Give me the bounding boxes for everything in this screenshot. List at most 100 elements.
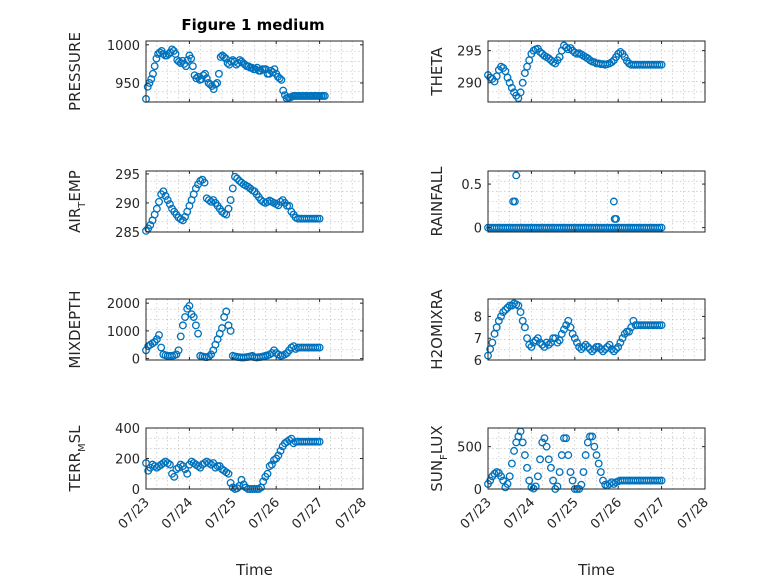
data-point [217,324,226,333]
data-point [259,477,268,486]
data-point [197,75,206,84]
data-point [518,316,527,325]
data-point [490,329,499,338]
data-point [191,184,200,193]
data-point [185,301,194,310]
data-point [520,451,529,460]
subplot-6: 6 7 8 H2OMIXRA [428,289,706,370]
data-point [499,308,508,317]
data-point [568,476,577,485]
x-tick-label: 07/28 [333,495,370,532]
data-point [265,462,274,471]
data-point [596,468,605,477]
data-point [525,476,534,485]
data-point [159,187,168,196]
data-point [510,197,519,206]
y-tick-label: 200 [115,453,140,468]
data-point [562,321,571,330]
data-point [605,340,614,349]
data-point [150,62,159,71]
data-point [566,468,575,477]
data-point [226,478,235,487]
data-point [544,340,553,349]
y-axis-label: RAINFALL [428,166,446,237]
grid-lines [146,41,363,102]
x-tick-label: 07/25 [545,495,582,532]
data-point [157,343,166,352]
data-points [142,301,324,362]
figure-title: Figure 1 medium [181,16,324,34]
data-point [224,204,233,213]
data-point [183,469,192,478]
data-point [194,329,203,338]
data-point [276,197,285,206]
data-point [544,54,553,63]
data-point [233,174,242,183]
data-point [209,85,218,93]
data-point [204,196,213,204]
y-tick-label: 290 [115,197,140,212]
data-point [599,476,607,485]
data-point [594,459,603,468]
data-point [507,83,516,92]
data-point [557,451,566,460]
data-point [189,313,198,321]
axes-frame [487,170,706,233]
y-axis-label: H2OMIXRA [428,289,446,370]
data-point [207,350,216,359]
data-point [494,316,503,325]
data-point [213,78,222,87]
data-points [142,45,329,103]
data-point [277,75,286,84]
data-point [503,479,512,488]
subplot-1: 950 1000 PRESSURE [66,32,364,111]
data-point [174,346,183,355]
data-point [181,465,190,474]
data-point [657,476,666,485]
data-point [233,484,242,493]
data-point [211,80,220,89]
y-tick-label: 0 [132,483,140,498]
y-tick-label: 290 [457,77,482,92]
y-axis-label: THETA [428,47,446,97]
data-point [533,472,542,481]
y-axis-label: SUNFLUX [428,425,450,491]
data-point [540,342,549,351]
data-point [616,338,625,347]
data-point [510,446,518,455]
grid-lines [146,299,363,360]
x-tick-label: 07/26 [246,495,283,532]
data-point [603,342,612,351]
subplot-5: 0 1000 2000 MIXDEPTH [66,290,364,369]
data-point [165,460,174,469]
grid-lines [146,428,363,489]
data-point [579,468,588,477]
data-point [176,332,185,341]
data-point [531,482,540,491]
data-point [525,340,534,349]
data-point [612,345,620,354]
data-point [573,338,581,347]
y-tick-label: 400 [115,422,140,437]
data-points [142,172,324,235]
y-axis-label: MIXDEPTH [66,290,84,368]
x-tick-label: 07/27 [289,495,326,532]
axes-frame [145,40,364,103]
data-point [551,334,560,343]
data-point [512,171,521,180]
data-point [163,196,172,204]
data-point [581,451,590,460]
data-point [546,463,555,472]
x-tick-label: 07/23 [116,495,153,532]
data-point [518,438,527,447]
subplot-8: 0 500 07/23 07/24 07/25 07/26 07/27 07/28 SUNFLU… [428,425,712,579]
data-point [237,475,246,484]
y-tick-label: 500 [457,441,482,456]
data-point [620,329,629,338]
y-tick-label: 0 [474,222,482,237]
y-tick-label: 8 [474,310,482,325]
data-point [568,329,577,338]
data-point [520,323,529,332]
grid-lines [488,171,705,232]
y-tick-label: 1000 [107,325,140,340]
